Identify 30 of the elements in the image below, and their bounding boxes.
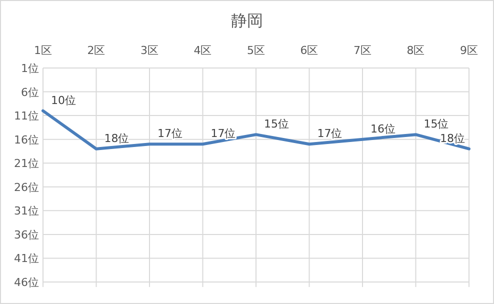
- x-tick-label: 7区: [354, 44, 372, 57]
- text: 17位: [317, 127, 342, 140]
- y-tick-label: 6位: [21, 86, 39, 99]
- y-tick-label: 46位: [14, 276, 39, 289]
- line-series: [42, 109, 470, 150]
- y-tick-label: 11位: [14, 110, 39, 123]
- x-tick-label: 8区: [406, 44, 425, 57]
- x-tick-label: 3区: [140, 44, 158, 57]
- y-tick-label: 1位: [21, 62, 39, 75]
- text: 16位: [370, 122, 396, 136]
- x-tick-label: 6区: [300, 44, 318, 57]
- text: 17位: [158, 127, 182, 140]
- text: 15位: [264, 118, 289, 131]
- y-tick-label: 41位: [14, 252, 39, 266]
- text: 17位: [210, 127, 236, 140]
- chart-title: 静岡: [231, 11, 263, 30]
- y-tick-label: 21位: [14, 157, 39, 170]
- text: 18位: [440, 132, 465, 145]
- x-tick-label: 1区: [34, 44, 52, 57]
- y-tick-label: 31位: [14, 204, 39, 218]
- x-tick-label: 4区: [194, 44, 212, 57]
- x-tick-label: 9区: [460, 44, 478, 57]
- text: 10位: [51, 94, 76, 107]
- y-tick-label: 26位: [14, 180, 39, 194]
- x-tick-label: 2区: [87, 44, 106, 57]
- x-tick-label: 5区: [247, 44, 265, 57]
- text: 15位: [424, 118, 449, 131]
- y-tick-label: 16位: [14, 133, 39, 146]
- text: 18位: [104, 132, 130, 145]
- y-tick-label: 36位: [14, 228, 39, 242]
